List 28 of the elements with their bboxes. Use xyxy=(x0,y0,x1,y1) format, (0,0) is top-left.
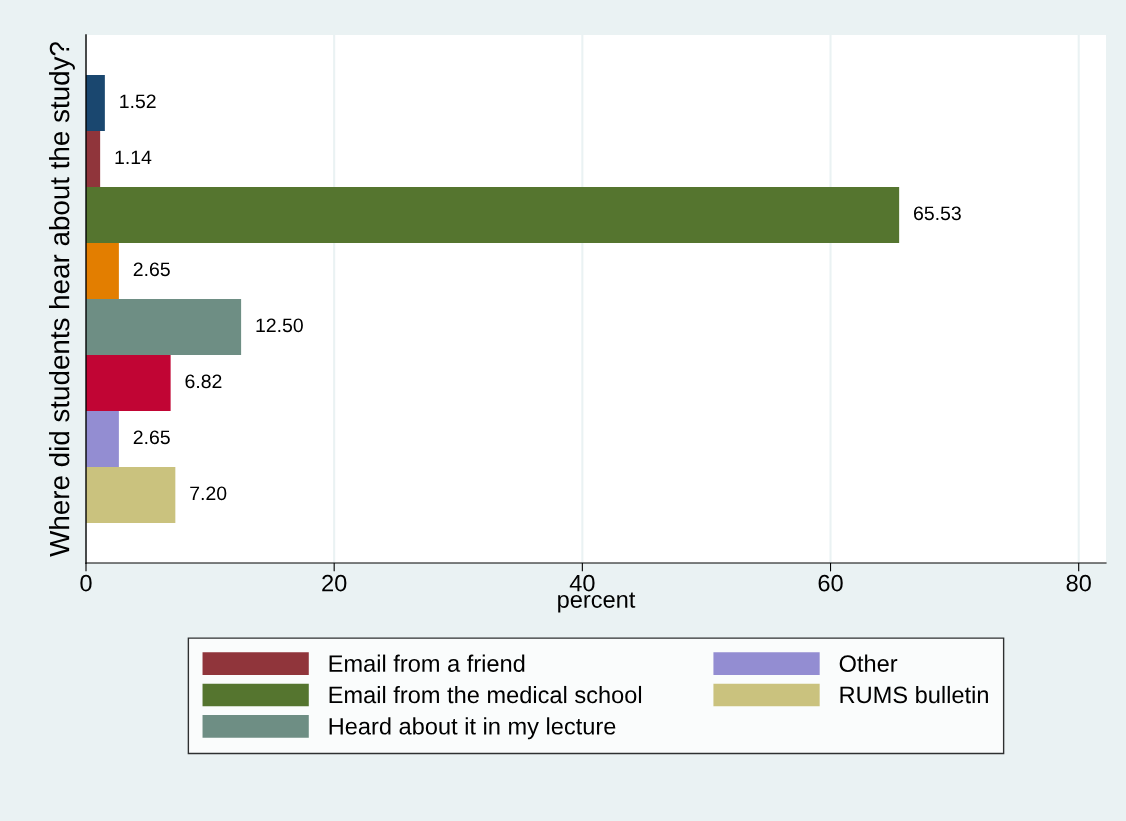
data-label: 12.50 xyxy=(256,318,303,333)
data-label: 2.65 xyxy=(133,262,170,277)
bar xyxy=(86,355,171,412)
legend-label: Heard about it in my lecture xyxy=(329,717,616,740)
bar xyxy=(86,130,101,187)
data-label: 1.14 xyxy=(115,150,152,165)
x-tick-label: 40 xyxy=(569,574,595,592)
x-tick-label: 80 xyxy=(1066,574,1091,592)
data-label: 1.52 xyxy=(120,94,156,109)
legend-label: Email from a friend xyxy=(329,654,525,672)
x-tick-label: 60 xyxy=(818,574,843,592)
bar xyxy=(86,411,119,468)
bar xyxy=(86,467,176,524)
legend-label: Other xyxy=(839,654,898,672)
data-label: 65.53 xyxy=(914,206,961,221)
bar xyxy=(86,186,900,243)
data-label: 6.82 xyxy=(185,374,222,389)
data-label: 7.20 xyxy=(190,486,227,501)
legend-label: RUMS bulletin xyxy=(840,685,988,704)
legend-label: Email from the medical school xyxy=(329,685,642,704)
bar xyxy=(86,243,119,299)
x-tick-label: 0 xyxy=(80,574,92,592)
x-tick-label: 20 xyxy=(322,574,347,592)
y-axis-title: Where did students hear about the study? xyxy=(48,42,75,557)
x-axis-title: percent xyxy=(558,592,636,613)
bar xyxy=(86,74,105,131)
data-label: 2.65 xyxy=(133,430,170,445)
bar xyxy=(86,299,242,355)
